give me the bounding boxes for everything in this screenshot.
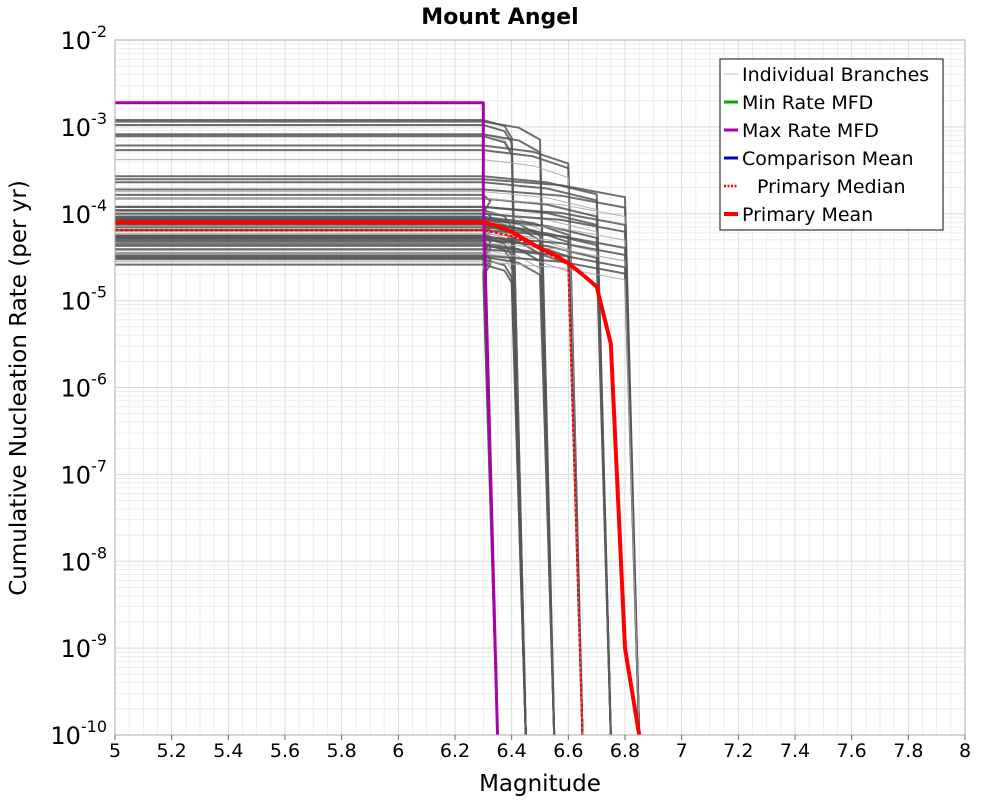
y-axis-label: Cumulative Nucleation Rate (per yr) bbox=[6, 180, 32, 596]
x-tick-label: 6.8 bbox=[610, 740, 640, 762]
x-axis-ticks: 5 5.2 5.4 5.6 5.8 6 6.2 6.4 6.6 6.8 7 7.2 7.4 7.6 7.8 8 bbox=[109, 735, 971, 762]
x-tick-label: 7.2 bbox=[723, 740, 753, 762]
branch-line bbox=[115, 159, 583, 736]
branch-line bbox=[115, 255, 556, 736]
x-tick-label: 7.8 bbox=[893, 740, 923, 762]
branch-line bbox=[115, 133, 556, 736]
chart-title: Mount Angel bbox=[421, 5, 578, 30]
y-tick-label: 10-10 bbox=[50, 717, 107, 750]
legend-label: Min Rate MFD bbox=[742, 92, 873, 114]
legend-label: Max Rate MFD bbox=[742, 120, 879, 142]
y-tick-label: 10-4 bbox=[61, 196, 108, 229]
x-tick-label: 5.2 bbox=[157, 740, 187, 762]
x-tick-label: 6 bbox=[392, 740, 404, 762]
legend-label: Comparison Mean bbox=[742, 148, 914, 170]
y-tick-label: 10-9 bbox=[61, 630, 108, 663]
branch-line bbox=[115, 263, 527, 736]
y-tick-label: 10-5 bbox=[61, 283, 108, 316]
x-tick-label: 7 bbox=[676, 740, 688, 762]
y-tick-label: 10-3 bbox=[61, 109, 108, 142]
x-tick-label: 6.2 bbox=[440, 740, 470, 762]
y-tick-label: 10-8 bbox=[61, 543, 108, 576]
series-max-rate-mfd bbox=[115, 101, 499, 736]
branch-line bbox=[115, 135, 527, 736]
legend-label: Primary Mean bbox=[742, 204, 873, 226]
x-tick-label: 7.4 bbox=[780, 740, 810, 762]
y-tick-label: 10-6 bbox=[61, 370, 108, 403]
x-tick-label: 5.6 bbox=[270, 740, 300, 762]
series-lines bbox=[115, 101, 642, 736]
branch-line bbox=[115, 238, 612, 736]
x-axis-label: Magnitude bbox=[479, 771, 601, 797]
legend: Individual Branches Min Rate MFD Max Rate … bbox=[719, 58, 944, 231]
x-tick-label: 5 bbox=[109, 740, 121, 762]
plot-frame bbox=[114, 39, 966, 736]
branch-line bbox=[115, 261, 640, 736]
x-tick-label: 6.4 bbox=[497, 740, 527, 762]
x-tick-label: 8 bbox=[959, 740, 971, 762]
x-tick-label: 7.6 bbox=[837, 740, 867, 762]
legend-label: Primary Median bbox=[757, 176, 906, 198]
legend-label: Individual Branches bbox=[742, 64, 929, 86]
y-tick-label: 10-2 bbox=[61, 22, 108, 55]
x-tick-label: 6.6 bbox=[553, 740, 583, 762]
x-tick-label: 5.4 bbox=[213, 740, 243, 762]
series-primary-mean bbox=[115, 220, 642, 736]
y-axis-ticks: 10-2 10-3 10-4 10-5 10-6 10-7 10-8 10-9 10-10 bbox=[50, 22, 107, 750]
legend-box bbox=[719, 58, 944, 231]
x-tick-label: 5.8 bbox=[327, 740, 357, 762]
y-tick-label: 10-7 bbox=[61, 456, 108, 489]
